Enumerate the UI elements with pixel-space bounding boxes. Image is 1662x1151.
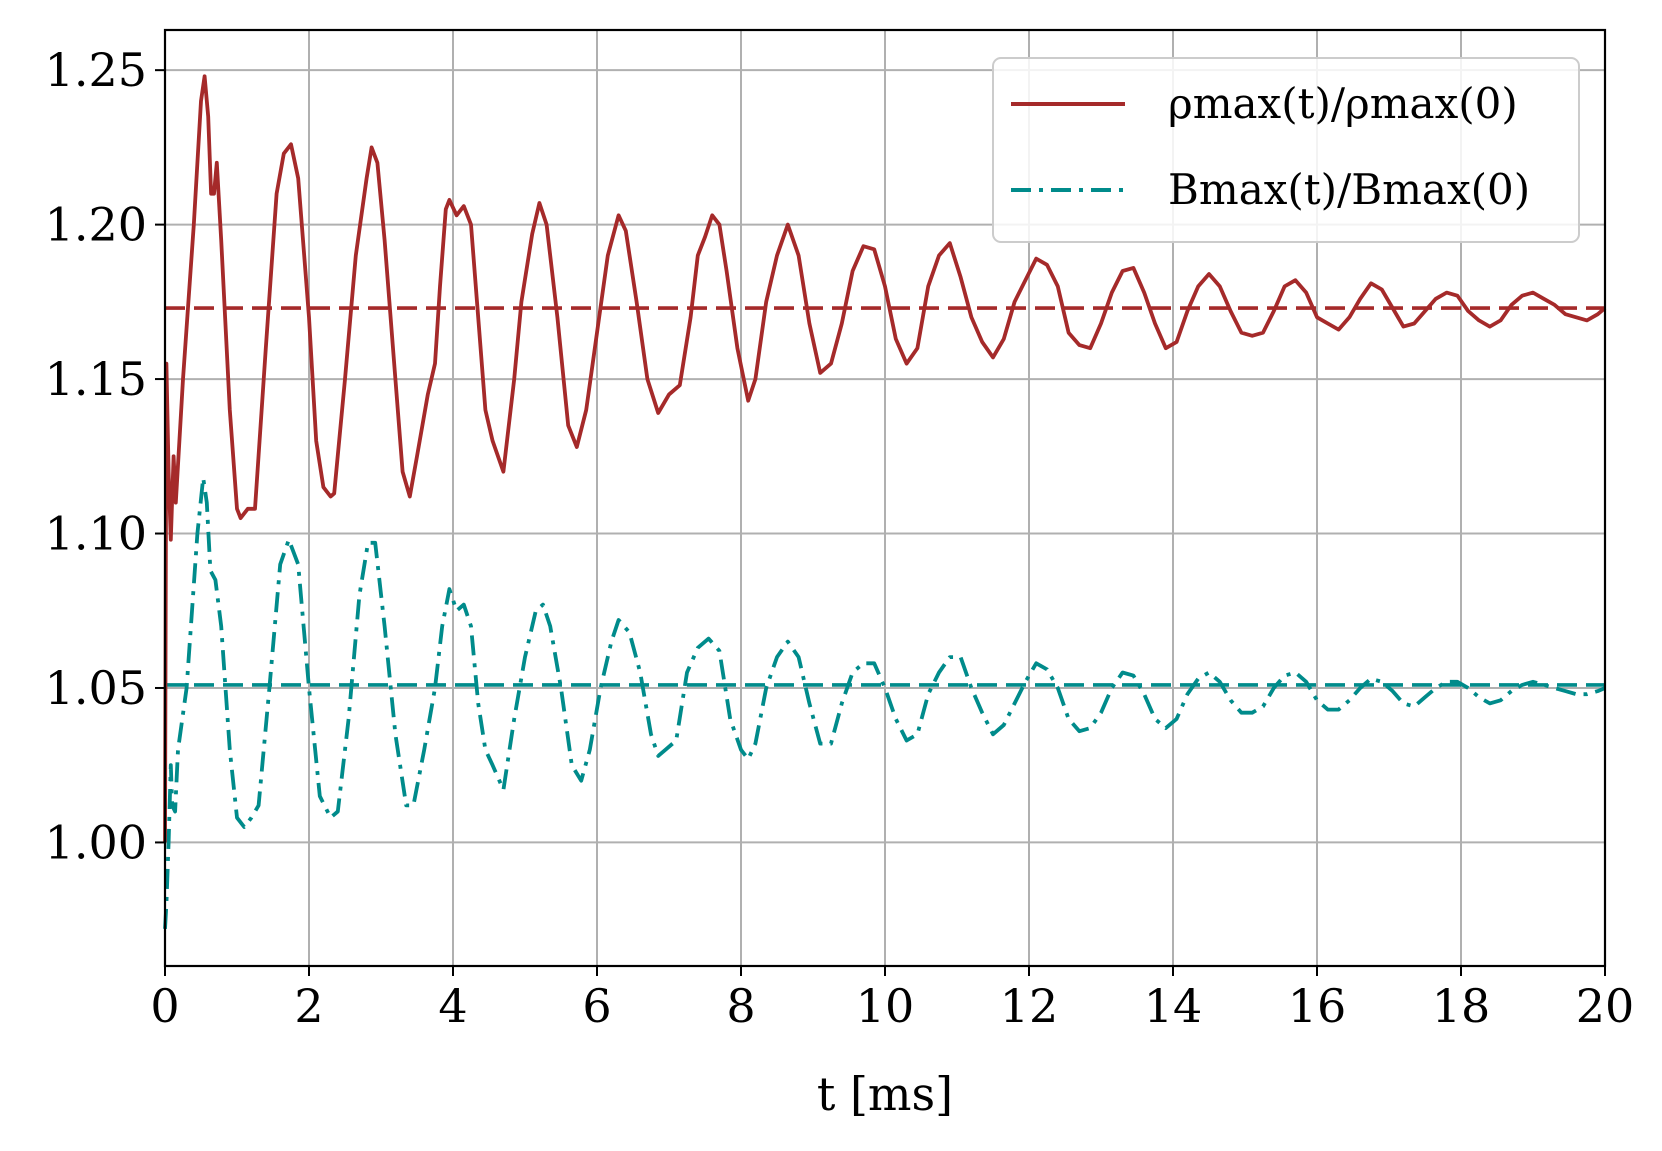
y-tick-label-3: 1.15 xyxy=(45,352,147,406)
x-tick-label-2: 4 xyxy=(438,979,467,1033)
x-tick-label-5: 10 xyxy=(856,979,915,1033)
series-line-1 xyxy=(163,476,1606,930)
x-tick-label-7: 14 xyxy=(1144,979,1203,1033)
y-tick-label-2: 1.10 xyxy=(45,507,147,561)
legend: ρmax(t)/ρmax(0) Bmax(t)/Bmax(0) xyxy=(992,57,1580,243)
x-tick-label-3: 6 xyxy=(582,979,611,1033)
series-lines xyxy=(163,74,1607,930)
y-tick-label-4: 1.20 xyxy=(45,198,147,252)
x-tick-label-0: 0 xyxy=(150,979,179,1033)
x-tick-label-4: 8 xyxy=(726,979,755,1033)
x-axis-title: t [ms] xyxy=(817,1067,953,1121)
series-line-0 xyxy=(163,74,1607,843)
y-tick-label-0: 1.00 xyxy=(45,815,147,869)
y-axis-ticks: 1.00 1.05 1.10 1.15 1.20 1.25 xyxy=(45,43,165,869)
x-tick-label-9: 18 xyxy=(1432,979,1491,1033)
x-tick-label-8: 16 xyxy=(1288,979,1347,1033)
legend-label-0: ρmax(t)/ρmax(0) xyxy=(1168,79,1518,128)
legend-label-1: Bmax(t)/Bmax(0) xyxy=(1168,165,1530,214)
x-axis-ticks: 0 2 4 6 8 10 12 14 16 18 20 xyxy=(150,966,1634,1033)
y-tick-label-1: 1.05 xyxy=(45,661,147,715)
x-tick-label-6: 12 xyxy=(1000,979,1059,1033)
x-tick-label-10: 20 xyxy=(1576,979,1635,1033)
x-tick-label-1: 2 xyxy=(294,979,323,1033)
legend-box xyxy=(992,57,1580,243)
y-tick-label-5: 1.25 xyxy=(45,43,147,97)
